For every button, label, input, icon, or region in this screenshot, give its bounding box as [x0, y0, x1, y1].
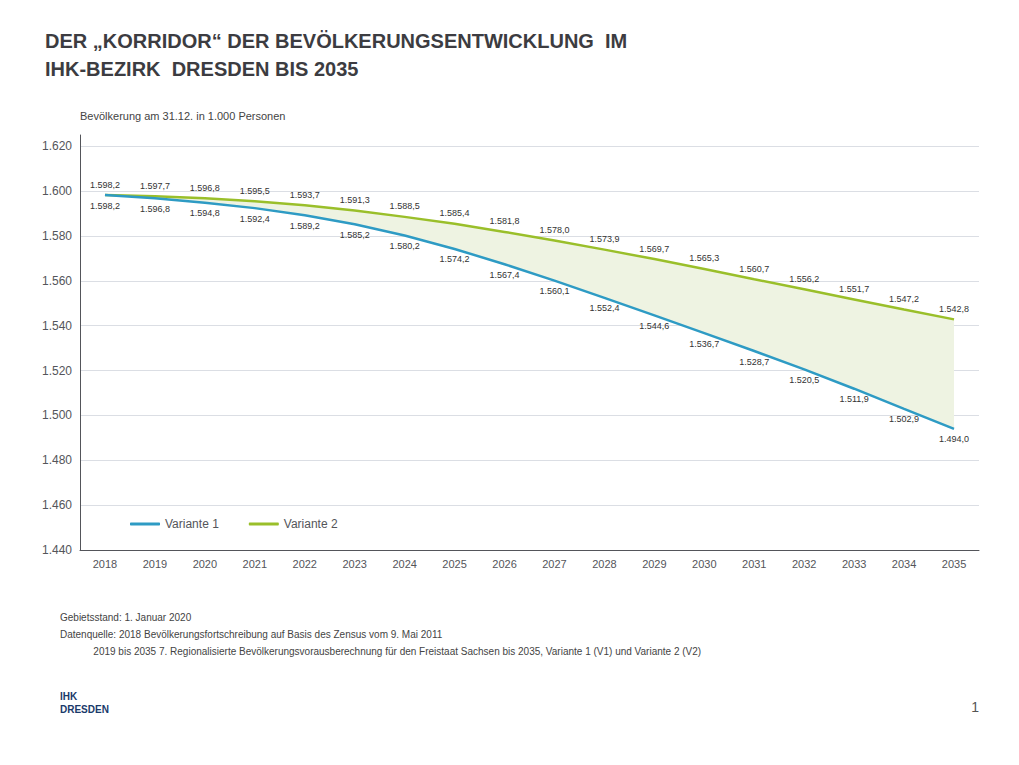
svg-text:1.574,2: 1.574,2 — [440, 254, 470, 264]
svg-text:1.581,8: 1.581,8 — [490, 216, 520, 226]
svg-text:1: 1 — [971, 699, 979, 715]
svg-text:1.594,8: 1.594,8 — [190, 208, 220, 218]
svg-text:1.480: 1.480 — [42, 453, 72, 467]
svg-text:1.598,2: 1.598,2 — [90, 180, 120, 190]
svg-text:1.520: 1.520 — [42, 364, 72, 378]
svg-text:1.600: 1.600 — [42, 184, 72, 198]
svg-text:1.580,2: 1.580,2 — [390, 241, 420, 251]
svg-text:2030: 2030 — [692, 558, 716, 570]
svg-text:DRESDEN: DRESDEN — [60, 704, 109, 715]
svg-text:1.540: 1.540 — [42, 319, 72, 333]
svg-text:1.544,6: 1.544,6 — [639, 321, 669, 331]
svg-text:Bevölkerung am 31.12. in 1.000: Bevölkerung am 31.12. in 1.000 Personen — [80, 110, 285, 122]
svg-text:2021: 2021 — [243, 558, 267, 570]
svg-text:2028: 2028 — [592, 558, 616, 570]
svg-text:1.560,1: 1.560,1 — [539, 286, 569, 296]
svg-text:1.552,4: 1.552,4 — [589, 303, 619, 313]
svg-text:DER „KORRIDOR“ DER BEVÖLKERUNG: DER „KORRIDOR“ DER BEVÖLKERUNGSENTWICKLU… — [45, 30, 627, 52]
svg-text:2032: 2032 — [792, 558, 816, 570]
svg-text:1.595,5: 1.595,5 — [240, 186, 270, 196]
svg-text:1.542,8: 1.542,8 — [939, 304, 969, 314]
svg-text:1.502,9: 1.502,9 — [889, 414, 919, 424]
svg-text:1.597,7: 1.597,7 — [140, 181, 170, 191]
svg-text:Gebietsstand: 1. Januar 2020: Gebietsstand: 1. Januar 2020 — [60, 612, 192, 623]
svg-text:2024: 2024 — [392, 558, 416, 570]
svg-text:1.565,3: 1.565,3 — [689, 253, 719, 263]
svg-text:2034: 2034 — [892, 558, 916, 570]
svg-text:2019 bis 2035 7. Regionalisier: 2019 bis 2035 7. Regionalisierte Bevölke… — [60, 646, 701, 657]
svg-text:2025: 2025 — [442, 558, 466, 570]
svg-text:2022: 2022 — [293, 558, 317, 570]
svg-text:1.520,5: 1.520,5 — [789, 375, 819, 385]
svg-text:2033: 2033 — [842, 558, 866, 570]
svg-text:1.591,3: 1.591,3 — [340, 195, 370, 205]
svg-text:2023: 2023 — [342, 558, 366, 570]
svg-text:2026: 2026 — [492, 558, 516, 570]
svg-text:1.585,2: 1.585,2 — [340, 230, 370, 240]
svg-text:1.528,7: 1.528,7 — [739, 357, 769, 367]
svg-text:1.460: 1.460 — [42, 498, 72, 512]
svg-text:2035: 2035 — [942, 558, 966, 570]
svg-text:1.556,2: 1.556,2 — [789, 274, 819, 284]
svg-text:1.578,0: 1.578,0 — [539, 225, 569, 235]
svg-text:1.620: 1.620 — [42, 139, 72, 153]
svg-text:1.547,2: 1.547,2 — [889, 294, 919, 304]
svg-text:1.593,7: 1.593,7 — [290, 190, 320, 200]
svg-text:1.589,2: 1.589,2 — [290, 221, 320, 231]
svg-text:1.573,9: 1.573,9 — [589, 234, 619, 244]
svg-text:1.585,4: 1.585,4 — [440, 208, 470, 218]
svg-text:1.560: 1.560 — [42, 274, 72, 288]
svg-text:2018: 2018 — [93, 558, 117, 570]
svg-text:1.494,0: 1.494,0 — [939, 434, 969, 444]
svg-text:2019: 2019 — [143, 558, 167, 570]
svg-text:Variante 1: Variante 1 — [165, 517, 219, 531]
svg-text:1.567,4: 1.567,4 — [490, 270, 520, 280]
svg-text:1.500: 1.500 — [42, 408, 72, 422]
svg-text:1.580: 1.580 — [42, 229, 72, 243]
svg-text:1.440: 1.440 — [42, 543, 72, 557]
svg-text:1.596,8: 1.596,8 — [190, 183, 220, 193]
svg-text:1.598,2: 1.598,2 — [90, 201, 120, 211]
svg-text:1.596,8: 1.596,8 — [140, 204, 170, 214]
svg-text:1.592,4: 1.592,4 — [240, 214, 270, 224]
svg-text:1.569,7: 1.569,7 — [639, 244, 669, 254]
svg-text:1.560,7: 1.560,7 — [739, 264, 769, 274]
svg-text:2027: 2027 — [542, 558, 566, 570]
svg-text:1.536,7: 1.536,7 — [689, 339, 719, 349]
svg-text:1.588,5: 1.588,5 — [390, 201, 420, 211]
svg-text:2029: 2029 — [642, 558, 666, 570]
svg-text:1.511,9: 1.511,9 — [839, 394, 868, 404]
svg-text:2031: 2031 — [742, 558, 766, 570]
svg-text:IHK: IHK — [60, 691, 78, 702]
svg-text:IHK-BEZIRK DRESDEN BIS 2035: IHK-BEZIRK DRESDEN BIS 2035 — [45, 58, 358, 80]
svg-text:1.551,7: 1.551,7 — [839, 284, 869, 294]
svg-text:2020: 2020 — [193, 558, 217, 570]
svg-text:Datenquelle: 2018 Bevölkerungs: Datenquelle: 2018 Bevölkerungsfortschrei… — [60, 629, 443, 640]
svg-text:Variante 2: Variante 2 — [284, 517, 338, 531]
